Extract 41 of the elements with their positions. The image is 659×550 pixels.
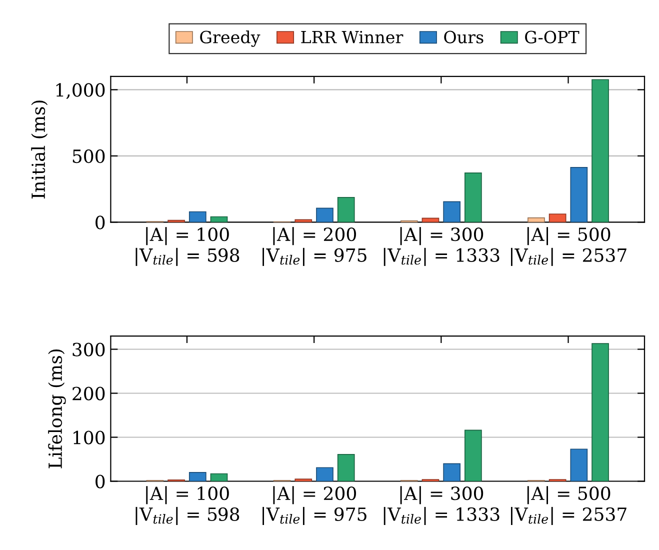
bar bbox=[210, 473, 228, 482]
y-tick-label: 200 bbox=[72, 386, 105, 400]
bar bbox=[464, 172, 482, 222]
y-tick-label: 100 bbox=[74, 430, 105, 444]
x-tick-label: |A| = 200 |V$_{tile}$| = 975 bbox=[262, 486, 366, 526]
y-tick-label: 1,000 bbox=[56, 83, 105, 100]
bar bbox=[210, 216, 228, 222]
x-tick-label: |A| = 500 |V$_{tile}$| = 2537 bbox=[510, 227, 626, 266]
bar bbox=[337, 454, 355, 482]
bar bbox=[316, 208, 334, 222]
bar bbox=[422, 218, 440, 222]
x-tick-label: |A| = 300 |V$_{tile}$| = 1333 bbox=[384, 486, 500, 526]
bar bbox=[592, 79, 609, 222]
bar bbox=[188, 211, 206, 222]
y-tick-label: 0 bbox=[96, 216, 105, 230]
bar bbox=[570, 167, 588, 222]
bar bbox=[294, 478, 312, 482]
y-tick-label: 500 bbox=[72, 149, 105, 164]
bar bbox=[464, 430, 482, 482]
x-tick-label: |A| = 500 |V$_{tile}$| = 2537 bbox=[510, 486, 626, 526]
legend-label: LRR Winner bbox=[301, 30, 404, 44]
bar bbox=[548, 214, 566, 222]
legend-label: Greedy bbox=[200, 30, 260, 47]
bar bbox=[592, 343, 609, 482]
x-tick-label: |A| = 100 |V$_{tile}$| = 598 bbox=[136, 486, 240, 526]
x-tick-label: |A| = 100 |V$_{tile}$| = 598 bbox=[136, 227, 240, 266]
bar bbox=[337, 197, 355, 222]
bar bbox=[443, 463, 461, 482]
bar bbox=[188, 472, 206, 482]
legend-label: G-OPT bbox=[525, 30, 580, 44]
y-axis-title: Lifelong (ms) bbox=[48, 349, 66, 468]
bar bbox=[528, 217, 545, 222]
bar bbox=[570, 448, 588, 482]
bar bbox=[443, 201, 461, 222]
y-tick-label: 300 bbox=[72, 342, 105, 356]
legend-label: Ours bbox=[444, 30, 484, 44]
x-tick-label: |A| = 300 |V$_{tile}$| = 1333 bbox=[384, 227, 500, 266]
y-axis-title: Initial (ms) bbox=[31, 100, 48, 198]
x-tick-label: |A| = 200 |V$_{tile}$| = 975 bbox=[262, 227, 366, 266]
y-tick-label: 0 bbox=[96, 474, 105, 488]
bar bbox=[316, 467, 334, 482]
